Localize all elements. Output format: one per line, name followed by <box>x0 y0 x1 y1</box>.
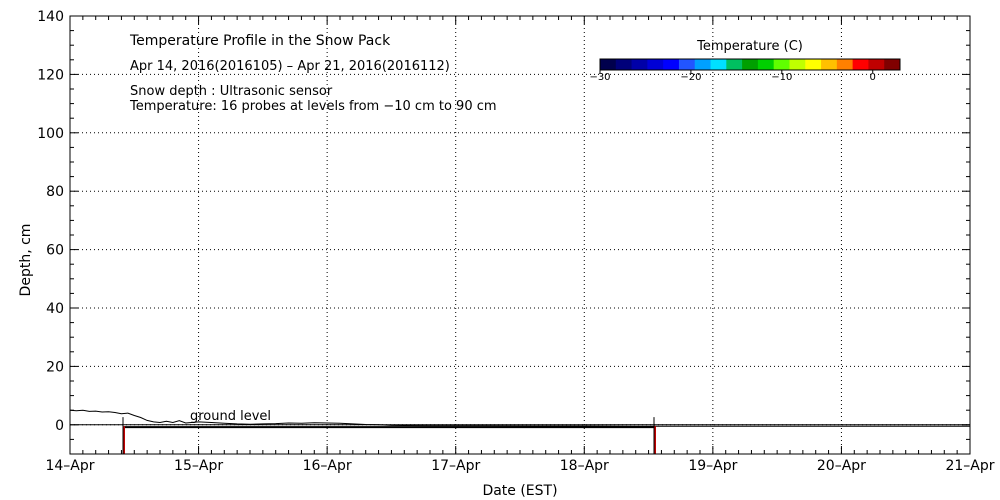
colorbar-tick-label: 0 <box>870 72 876 83</box>
x-tick-label: 17–Apr <box>431 458 480 474</box>
colorbar-frame <box>599 58 901 71</box>
x-tick-label: 19–Apr <box>688 458 737 474</box>
chart-subtitle: Apr 14, 2016(2016105) – Apr 21, 2016(201… <box>130 59 450 74</box>
x-tick-label: 18–Apr <box>560 458 609 474</box>
colorbar-swatch <box>710 59 727 70</box>
colorbar-tick-label: −30 <box>589 72 610 83</box>
colorbar-swatch <box>600 59 617 70</box>
note-temperature-probes: Temperature: 16 probes at levels from −1… <box>129 99 497 114</box>
note-snow-depth: Snow depth : Ultrasonic sensor <box>130 84 333 99</box>
x-axis-label: Date (EST) <box>482 483 557 499</box>
colorbar-swatch <box>789 59 806 70</box>
plot-frame <box>69 15 971 455</box>
y-tick-label: 20 <box>46 359 64 375</box>
colorbar-swatch <box>678 59 696 70</box>
colorbar-swatch <box>663 59 680 70</box>
x-tick-labels: 14–Apr 15–Apr 16–Apr 17–Apr 18–Apr 19–Apr 20–A… <box>45 458 994 474</box>
y-tick-labels: 0 20 40 60 80 100 120 140 <box>37 9 64 434</box>
colorbar-tick-label: −20 <box>680 72 701 83</box>
x-tick-label: 16–Apr <box>303 458 352 474</box>
y-tick-label: 80 <box>46 184 64 200</box>
x-tick-label: 20–Apr <box>817 458 866 474</box>
colorbar-swatch <box>805 59 822 70</box>
colorbar-swatch <box>868 59 885 70</box>
snow-depth-series <box>69 409 970 454</box>
y-tick-label: 0 <box>55 418 64 434</box>
y-tick-label: 100 <box>37 126 64 142</box>
ground-level-label: ground level <box>190 409 271 424</box>
colorbar-swatch <box>742 59 759 70</box>
y-tick-label: 120 <box>37 67 64 83</box>
x-tick-label: 21–Apr <box>945 458 994 474</box>
colorbar: Temperature (C) −30 −20 −10 0 <box>589 39 901 83</box>
y-tick-label: 140 <box>37 9 64 25</box>
y-axis-label: Depth, cm <box>18 224 34 297</box>
colorbar-swatch <box>694 59 712 70</box>
colorbar-swatch <box>836 59 854 70</box>
colorbar-title: Temperature (C) <box>696 39 803 54</box>
colorbar-swatch <box>757 59 775 70</box>
y-tick-label: 60 <box>46 243 64 259</box>
colorbar-swatch <box>631 59 648 70</box>
colorbar-swatch <box>773 59 790 70</box>
x-tick-label: 14–Apr <box>45 458 94 474</box>
colorbar-swatch <box>726 59 743 70</box>
colorbar-swatch <box>821 59 838 70</box>
axis-ticks <box>69 15 971 455</box>
y-tick-label: 40 <box>46 301 64 317</box>
snow-depth-line <box>69 409 970 427</box>
colorbar-swatch <box>615 59 633 70</box>
colorbar-tick-label: −10 <box>771 72 792 83</box>
x-tick-label: 15–Apr <box>174 458 223 474</box>
colorbar-swatch <box>647 59 664 70</box>
grid-lines <box>70 16 970 454</box>
colorbar-swatch <box>884 59 901 70</box>
colorbar-swatch <box>852 59 869 70</box>
chart-title: Temperature Profile in the Snow Pack <box>129 33 391 49</box>
